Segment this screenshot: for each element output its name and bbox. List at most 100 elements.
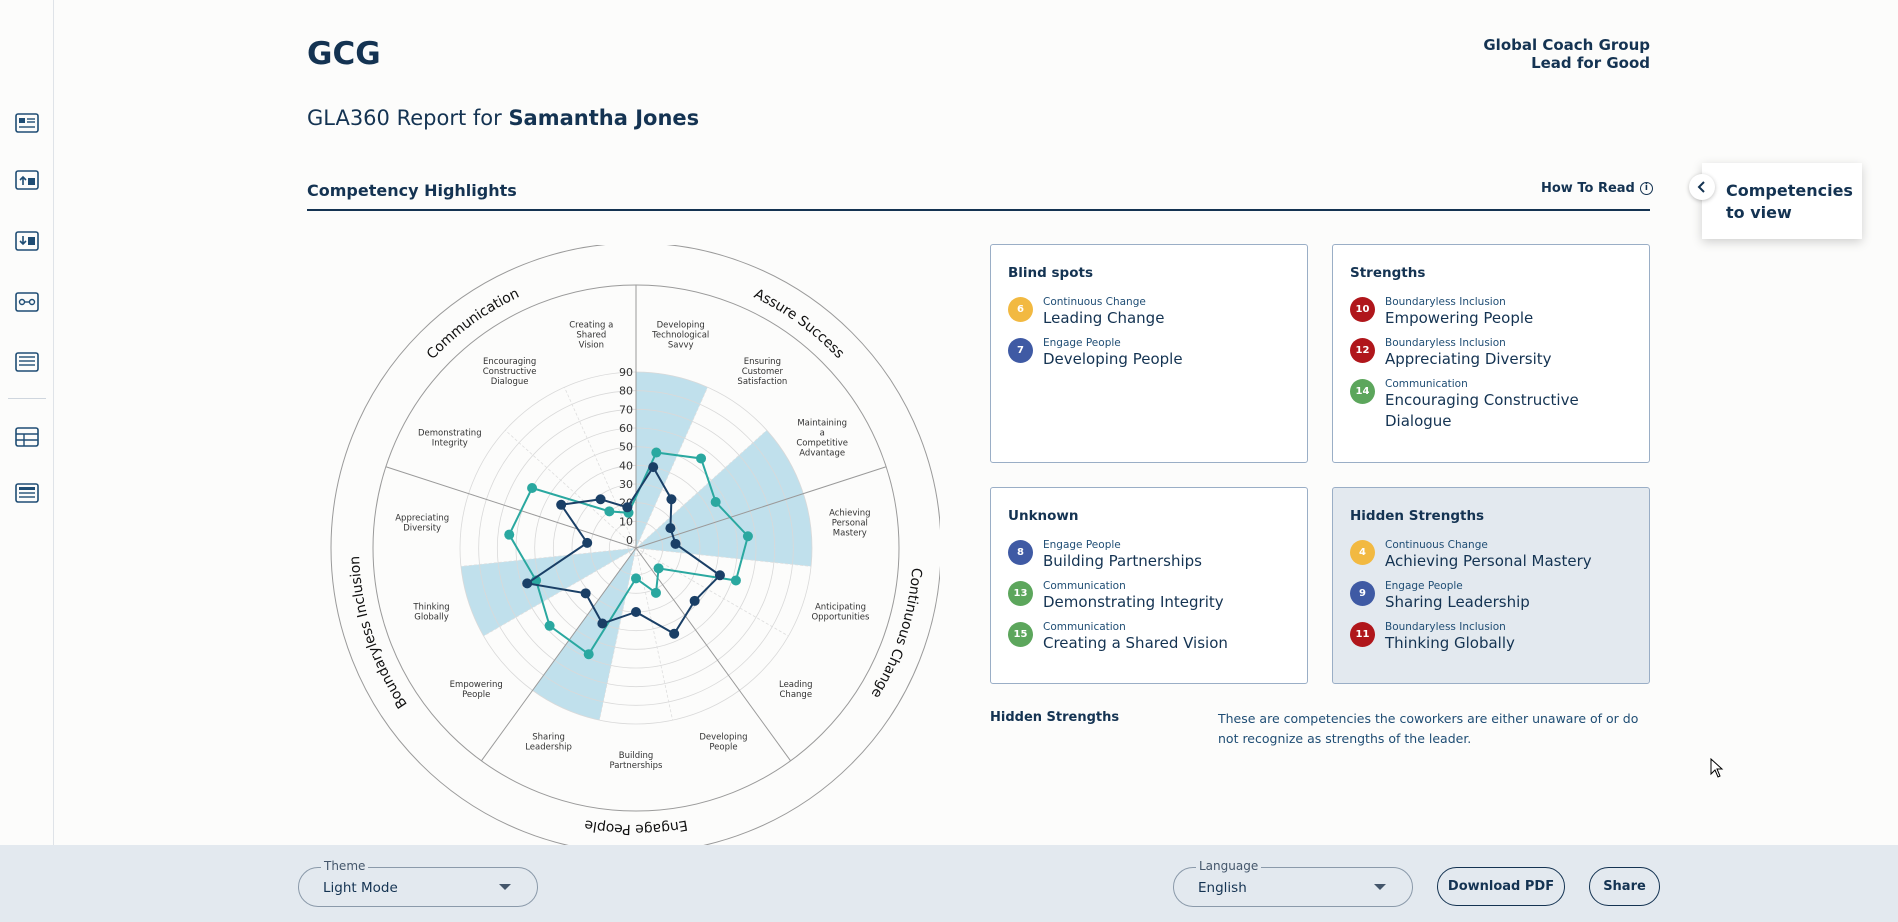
sidebar-divider — [8, 398, 46, 399]
competency-item: 12 Boundaryless Inclusion Appreciating Div… — [1350, 337, 1649, 370]
mouse-cursor-icon — [1710, 758, 1724, 778]
list-icon[interactable] — [15, 483, 39, 503]
competency-category: Boundaryless Inclusion — [1385, 337, 1506, 349]
language-select[interactable]: Language English — [1173, 859, 1413, 907]
competency-item: 4 Continuous Change Achieving Personal Mas… — [1350, 539, 1649, 572]
unknown-card: Unknown 8 Engage People Building Partnersh… — [990, 487, 1308, 684]
download-pdf-button[interactable]: Download PDF — [1437, 867, 1565, 906]
how-to-read-link[interactable]: How To Read i — [1541, 181, 1653, 196]
competency-radar-chart: 0102030405060708090DevelopingTechnologic… — [330, 245, 940, 845]
competency-category: Boundaryless Inclusion — [1385, 296, 1506, 308]
radar-spoke — [635, 547, 673, 721]
radar-data-point — [714, 570, 725, 581]
competency-name: Appreciating Diversity — [1385, 350, 1552, 368]
theme-select[interactable]: Theme Light Mode — [298, 859, 538, 907]
competency-name: Achieving Personal Mastery — [1385, 552, 1592, 570]
highlight-sector — [460, 548, 636, 636]
competency-category: Continuous Change — [1385, 539, 1488, 551]
axis-tick-label: 90 — [619, 366, 633, 379]
radar-data-point — [522, 578, 533, 589]
competency-category: Engage People — [1043, 539, 1121, 551]
competency-text: Boundaryless Inclusion Appreciating Diver… — [1385, 337, 1552, 370]
competency-axis-label: Developing People — [699, 732, 747, 752]
radar-data-point — [604, 506, 615, 517]
radar-spoke — [635, 547, 812, 567]
radar-spoke — [564, 387, 637, 549]
card-title: Strengths — [1350, 265, 1426, 281]
competency-name: Building Partnerships — [1043, 552, 1202, 570]
competency-number-badge: 14 — [1350, 379, 1375, 404]
section-divider — [307, 209, 1650, 211]
radar-data-point — [730, 575, 741, 586]
dashboard-icon[interactable] — [15, 113, 39, 133]
axis-tick-label: 30 — [619, 478, 633, 491]
competency-category: Communication — [1385, 378, 1468, 390]
card-title: Blind spots — [1008, 265, 1093, 281]
competency-text: Engage People Sharing Leadership — [1385, 580, 1530, 613]
radar-spoke — [460, 547, 637, 567]
axis-tick-label: 10 — [619, 515, 633, 528]
radar-data-point — [544, 620, 555, 631]
radar-data-point — [650, 587, 661, 598]
radar-data-point — [595, 494, 606, 505]
radar-data-point — [556, 499, 567, 510]
radar-data-point — [582, 537, 593, 548]
competency-category: Engage People — [1385, 580, 1463, 592]
axis-tick-label: 0 — [626, 534, 633, 547]
radar-data-point — [651, 447, 662, 458]
radar-data-point — [631, 607, 641, 617]
competency-name: Creating a Shared Vision — [1043, 634, 1228, 652]
competency-axis-label: Sharing Leadership — [525, 732, 572, 752]
competency-number-badge: 9 — [1350, 581, 1375, 606]
card-items: 10 Boundaryless Inclusion Empowering Peopl… — [1350, 296, 1649, 432]
download-report-icon[interactable] — [15, 231, 39, 251]
competency-number-badge: 11 — [1350, 622, 1375, 647]
competency-name: Encouraging Constructive Dialogue — [1385, 391, 1579, 430]
chevron-left-icon — [1697, 181, 1705, 193]
competencies-panel-line1: Competencies — [1726, 181, 1853, 200]
hidden-strengths-card: Hidden Strengths 4 Continuous Change Achie… — [1332, 487, 1650, 684]
brand-block: Global Coach Group Lead for Good — [1460, 36, 1650, 72]
competency-item: 14 Communication Encouraging Constructive … — [1350, 378, 1649, 432]
report-title-prefix: GLA360 Report for — [307, 106, 502, 130]
radar-data-point — [597, 618, 608, 629]
axis-tick-label: 40 — [619, 459, 633, 472]
competency-name: Demonstrating Integrity — [1043, 593, 1224, 611]
axis-tick-label: 70 — [619, 403, 633, 416]
axis-tick-label: 80 — [619, 385, 633, 398]
competency-axis-label: Leading Change — [779, 680, 813, 700]
upload-report-icon[interactable] — [15, 170, 39, 190]
info-icon: i — [1639, 182, 1653, 195]
competency-axis-label: Creating a Shared Vision — [569, 321, 613, 351]
competency-name: Thinking Globally — [1385, 634, 1515, 652]
competency-text: Boundaryless Inclusion Thinking Globally — [1385, 621, 1515, 654]
radar-data-point — [631, 573, 641, 584]
competency-item: 10 Boundaryless Inclusion Empowering Peopl… — [1350, 296, 1649, 329]
radar-spoke — [635, 547, 789, 637]
radar-spoke — [504, 429, 637, 549]
document-icon[interactable] — [15, 352, 39, 372]
radar-series-line — [524, 465, 722, 636]
radar-data-point — [742, 531, 753, 542]
gcg-logo: GCG — [307, 36, 381, 72]
competency-category: Engage People — [1043, 337, 1121, 349]
comparison-icon[interactable] — [15, 292, 39, 312]
collapse-panel-button[interactable] — [1689, 174, 1715, 200]
radar-spoke — [483, 547, 637, 637]
competency-axis-label: Building Partnerships — [610, 751, 663, 771]
competency-axis-label: Demonstrating Integrity — [418, 429, 482, 449]
competencies-panel[interactable]: Competencies to view — [1702, 163, 1862, 239]
competency-item: 13 Communication Demonstrating Integrity — [1008, 580, 1307, 613]
competency-category: Continuous Change — [1043, 296, 1146, 308]
competency-text: Engage People Building Partnerships — [1043, 539, 1202, 572]
radar-data-point — [653, 563, 664, 574]
group-label: Communication — [424, 286, 522, 363]
radar-data-point — [527, 483, 538, 493]
brand-tagline: Lead for Good — [1531, 54, 1650, 72]
language-select-label: Language — [1196, 859, 1262, 873]
competency-category: Communication — [1043, 580, 1126, 592]
axis-tick-label: 60 — [619, 422, 633, 435]
table-icon[interactable] — [15, 427, 39, 447]
share-button[interactable]: Share — [1589, 867, 1660, 906]
card-items: 6 Continuous Change Leading Change 7 Engage … — [1008, 296, 1307, 370]
